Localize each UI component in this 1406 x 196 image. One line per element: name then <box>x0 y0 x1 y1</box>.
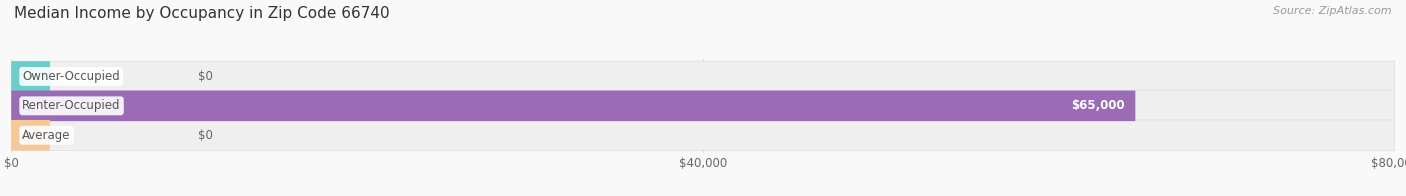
Text: Renter-Occupied: Renter-Occupied <box>22 99 121 112</box>
Text: Source: ZipAtlas.com: Source: ZipAtlas.com <box>1274 6 1392 16</box>
Text: Average: Average <box>22 129 70 142</box>
FancyBboxPatch shape <box>11 61 1395 92</box>
FancyBboxPatch shape <box>11 61 51 92</box>
Text: Median Income by Occupancy in Zip Code 66740: Median Income by Occupancy in Zip Code 6… <box>14 6 389 21</box>
FancyBboxPatch shape <box>11 120 51 151</box>
Text: $65,000: $65,000 <box>1070 99 1125 112</box>
Text: $0: $0 <box>198 70 212 83</box>
Text: $0: $0 <box>198 129 212 142</box>
Text: Owner-Occupied: Owner-Occupied <box>22 70 120 83</box>
FancyBboxPatch shape <box>11 120 1395 151</box>
FancyBboxPatch shape <box>11 91 1395 121</box>
FancyBboxPatch shape <box>11 91 1136 121</box>
